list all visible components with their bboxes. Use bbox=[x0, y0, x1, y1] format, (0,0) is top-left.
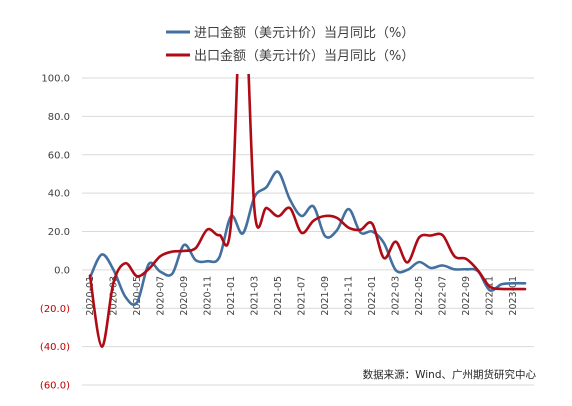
source-annotation: 数据来源：Wind、广州期货研究中心 bbox=[363, 368, 537, 381]
x-tick-label: 2021-09 bbox=[320, 276, 331, 316]
import-series-line bbox=[88, 170, 527, 306]
x-tick-label: 2020-05 bbox=[132, 276, 143, 316]
x-tick-label: 2020-11 bbox=[203, 276, 214, 316]
y-axis: 100.0 80.0 60.0 40.0 20.0 0.0 (20.0) (40.0) (60.… bbox=[40, 74, 70, 392]
x-tick-label: 2022-09 bbox=[461, 276, 472, 316]
y-tick-label: (40.0) bbox=[40, 342, 70, 353]
x-axis: 2020-01 2020-03 2020-05 2020-07 2020-09 2020-… bbox=[85, 276, 519, 316]
x-tick-label: 2020-07 bbox=[156, 276, 167, 316]
x-tick-label: 2022-03 bbox=[391, 276, 402, 316]
x-tick-label: 2021-01 bbox=[226, 276, 237, 316]
x-tick-label: 2022-07 bbox=[438, 276, 449, 316]
x-tick-label: 2020-01 bbox=[85, 276, 96, 316]
export-series-line bbox=[88, 74, 527, 348]
x-tick-label: 2023-01 bbox=[508, 276, 519, 316]
y-tick-label: 20.0 bbox=[48, 227, 70, 238]
x-tick-label: 2020-03 bbox=[109, 276, 120, 316]
legend-label-export: 出口金额（美元计价）当月同比（%） bbox=[194, 48, 414, 64]
x-tick-label: 2021-03 bbox=[250, 276, 261, 316]
legend-label-import: 进口金额（美元计价）当月同比（%） bbox=[194, 25, 414, 41]
x-tick-label: 2022-01 bbox=[367, 276, 378, 316]
y-tick-label: (20.0) bbox=[40, 304, 70, 315]
x-tick-label: 2021-11 bbox=[344, 276, 355, 316]
x-tick-label: 2021-07 bbox=[297, 276, 308, 316]
y-tick-label: 80.0 bbox=[48, 112, 70, 123]
gridlines bbox=[82, 77, 534, 386]
y-tick-label: 60.0 bbox=[48, 150, 70, 161]
y-tick-label: 0.0 bbox=[54, 265, 70, 276]
series-lines bbox=[88, 74, 527, 348]
y-tick-label: (60.0) bbox=[40, 381, 70, 392]
y-tick-label: 100.0 bbox=[41, 74, 70, 85]
x-tick-label: 2022-11 bbox=[485, 276, 496, 316]
x-tick-label: 2021-05 bbox=[273, 276, 284, 316]
x-tick-label: 2020-09 bbox=[179, 276, 190, 316]
y-tick-label: 40.0 bbox=[48, 189, 70, 200]
legend: 进口金额（美元计价）当月同比（%） 出口金额（美元计价）当月同比（%） bbox=[166, 25, 414, 64]
x-tick-label: 2022-05 bbox=[414, 276, 425, 316]
